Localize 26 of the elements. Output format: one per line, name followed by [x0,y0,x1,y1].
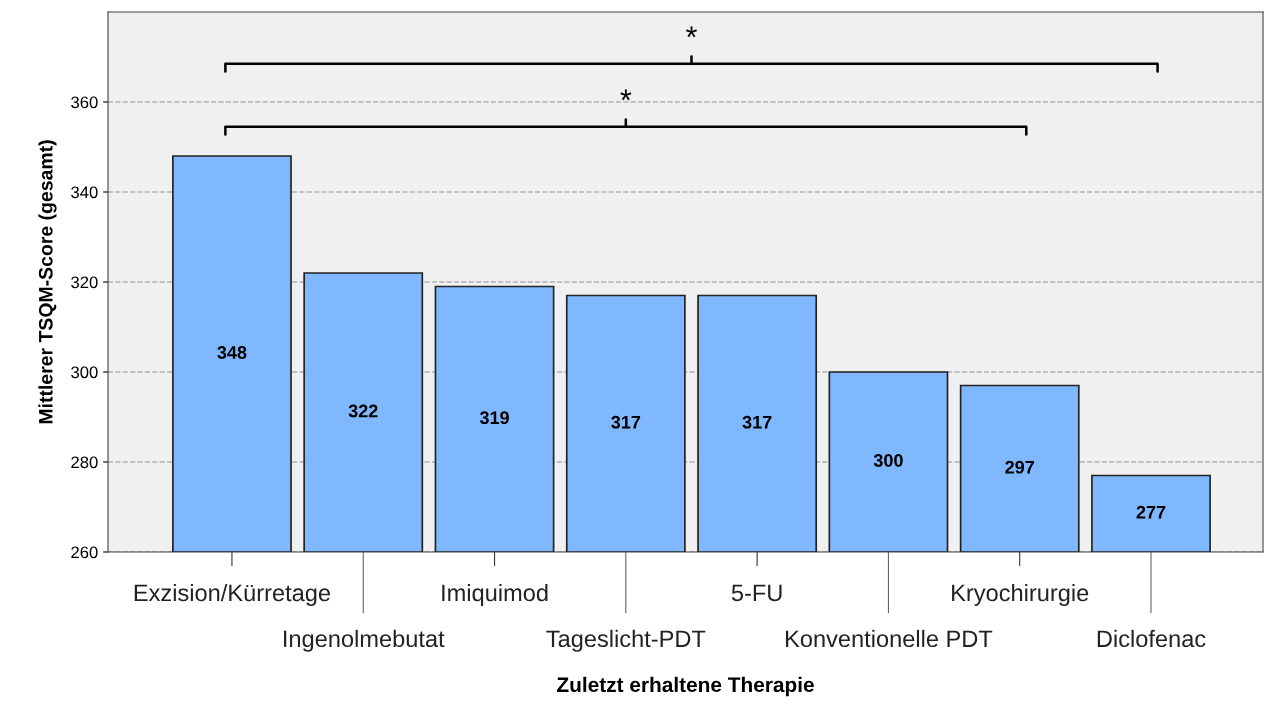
x-tick-label: Ingenolmebutat [284,629,445,652]
x-tick-label: 5-FU [731,584,782,602]
x-axis-title: Zuletzt erhaltene Therapie [557,676,814,697]
x-tick-label: Kryochirurgie [952,583,1089,606]
y-tick-label: 340 [71,186,98,199]
data-label: 297 [1005,460,1034,474]
data-label: 319 [479,411,509,425]
x-tick-label: Diclofenac [1097,629,1206,648]
x-tick-label: Exzision/Kürretage [134,583,330,606]
x-tick-label: Konventionelle PDT [786,629,993,648]
y-tick-label: 320 [71,276,98,289]
data-label: 300 [873,454,903,467]
annotation: * [686,26,697,38]
data-label: 322 [348,404,378,418]
annotation: * [620,89,632,101]
x-tick-label: Imiquimod [442,583,548,606]
y-tick-label: 360 [71,96,98,109]
data-label: 348 [217,346,247,359]
data-label: 317 [742,415,772,429]
data-label: 277 [1136,505,1166,519]
data-label: 317 [611,415,641,429]
y-tick-label: 280 [71,456,98,469]
y-tick-label: 300 [71,366,98,379]
x-tick-label: Tageslicht-PDT [546,629,706,652]
y-tick-label: 260 [71,546,98,559]
y-axis-title: Mittlerer TSQM-Score (gesamt) [38,140,57,424]
